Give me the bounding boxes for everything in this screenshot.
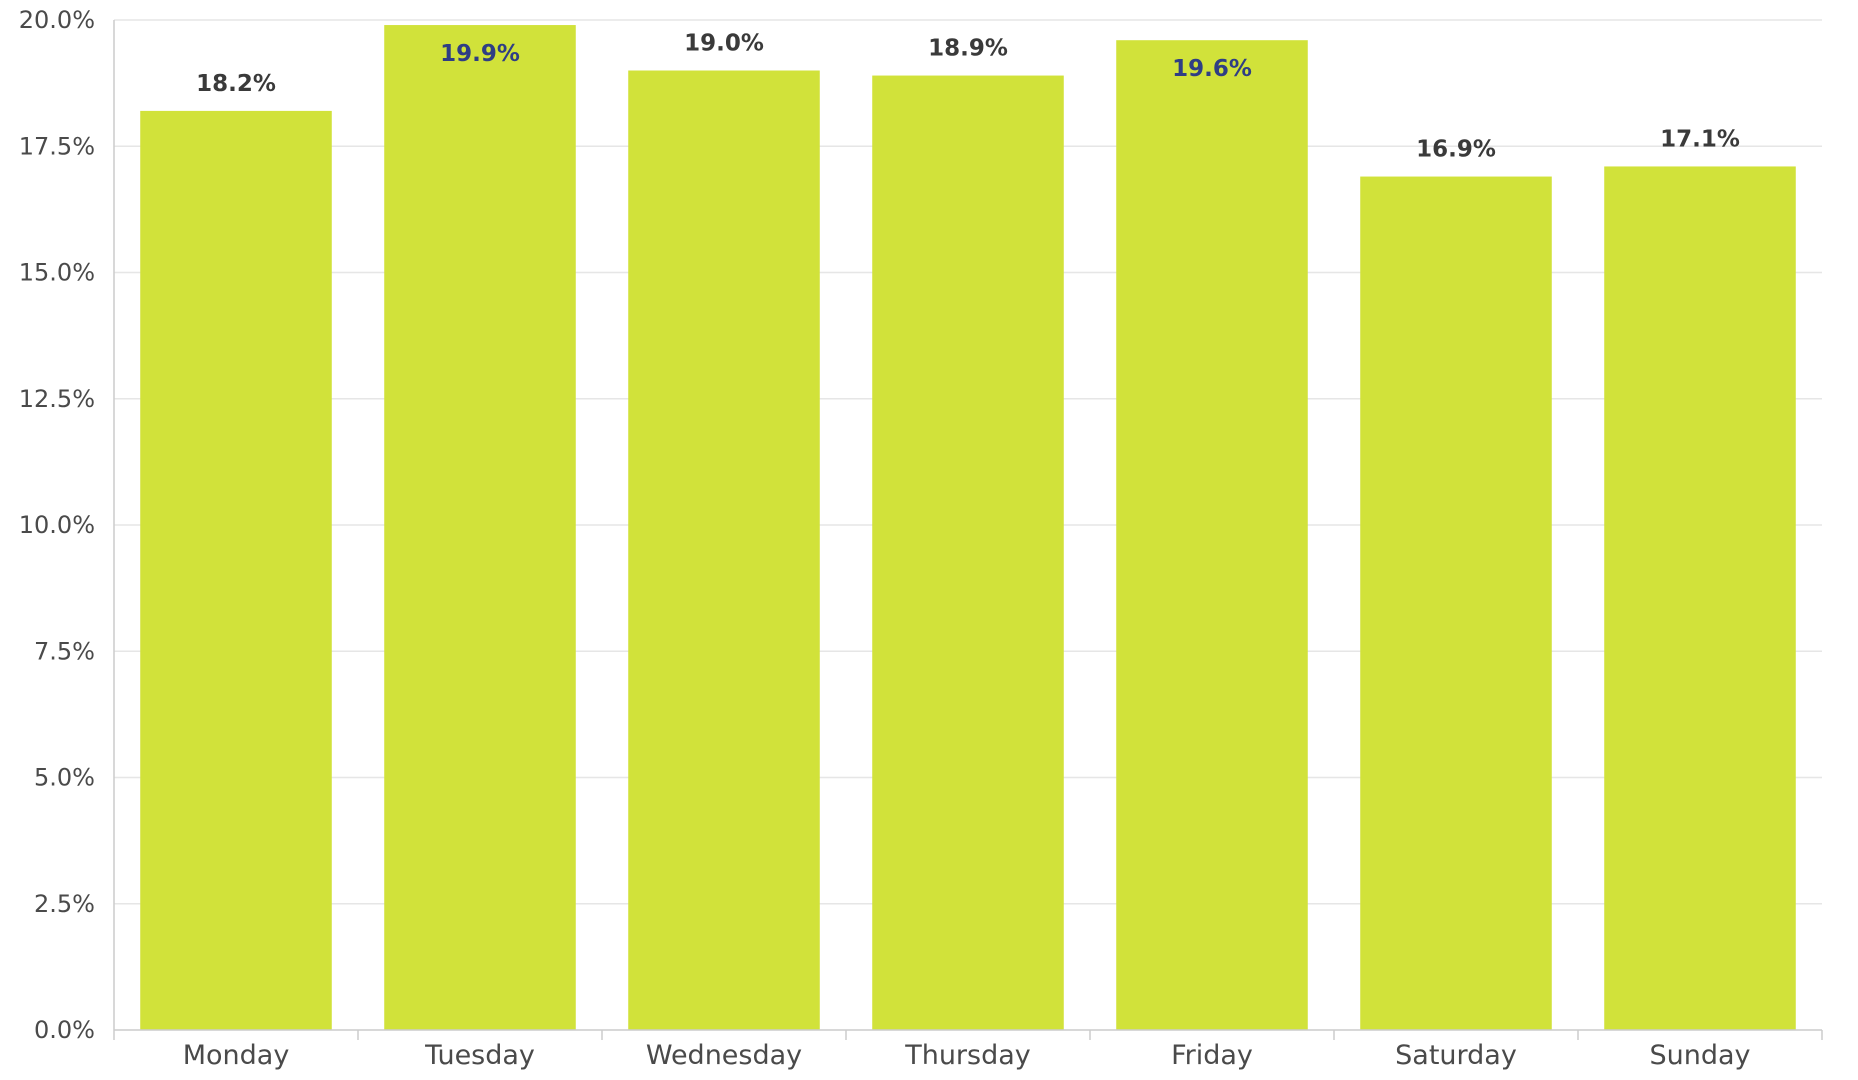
axes <box>113 20 1823 1040</box>
data-labels: 18.2% 19.9% 19.0% 18.9% 19.6% 16.9% 17.1% <box>196 31 1740 163</box>
bar-thursday <box>872 75 1064 1031</box>
data-label: 17.1% <box>1660 126 1740 152</box>
category-label: Monday <box>183 1040 290 1071</box>
bar-sunday <box>1604 166 1796 1030</box>
bar-monday <box>140 110 332 1030</box>
category-label: Tuesday <box>424 1040 535 1071</box>
y-tick-label: 5.0% <box>34 764 95 792</box>
y-tick-label: 10.0% <box>19 511 95 539</box>
y-tick-label: 2.5% <box>34 890 95 918</box>
data-label: 18.9% <box>928 36 1008 62</box>
x-axis-category-labels: Monday Tuesday Wednesday Thursday Friday Satu… <box>183 1040 1751 1071</box>
bar-saturday <box>1360 176 1552 1031</box>
bar-tuesday <box>384 25 576 1031</box>
bar-wednesday <box>628 70 820 1030</box>
category-label: Sunday <box>1649 1040 1750 1071</box>
data-label: 18.2% <box>196 71 276 97</box>
category-label: Thursday <box>904 1040 1031 1071</box>
y-tick-label: 12.5% <box>19 385 95 413</box>
bars <box>140 25 1796 1031</box>
data-label: 19.9% <box>440 41 520 67</box>
data-label: 19.0% <box>684 31 764 57</box>
data-label: 19.6% <box>1172 56 1252 82</box>
y-tick-label: 17.5% <box>19 132 95 160</box>
y-tick-label: 20.0% <box>19 6 95 34</box>
data-label: 16.9% <box>1416 137 1496 163</box>
bar-friday <box>1116 40 1308 1030</box>
y-axis-tick-labels: 0.0% 2.5% 5.0% 7.5% 10.0% 12.5% 15.0% 17.5% 20.0… <box>19 6 95 1044</box>
y-tick-label: 7.5% <box>34 637 95 665</box>
category-label: Friday <box>1171 1040 1253 1071</box>
category-label: Saturday <box>1395 1040 1517 1071</box>
category-label: Wednesday <box>646 1040 802 1071</box>
y-tick-label: 0.0% <box>34 1016 95 1044</box>
y-tick-label: 15.0% <box>19 259 95 287</box>
